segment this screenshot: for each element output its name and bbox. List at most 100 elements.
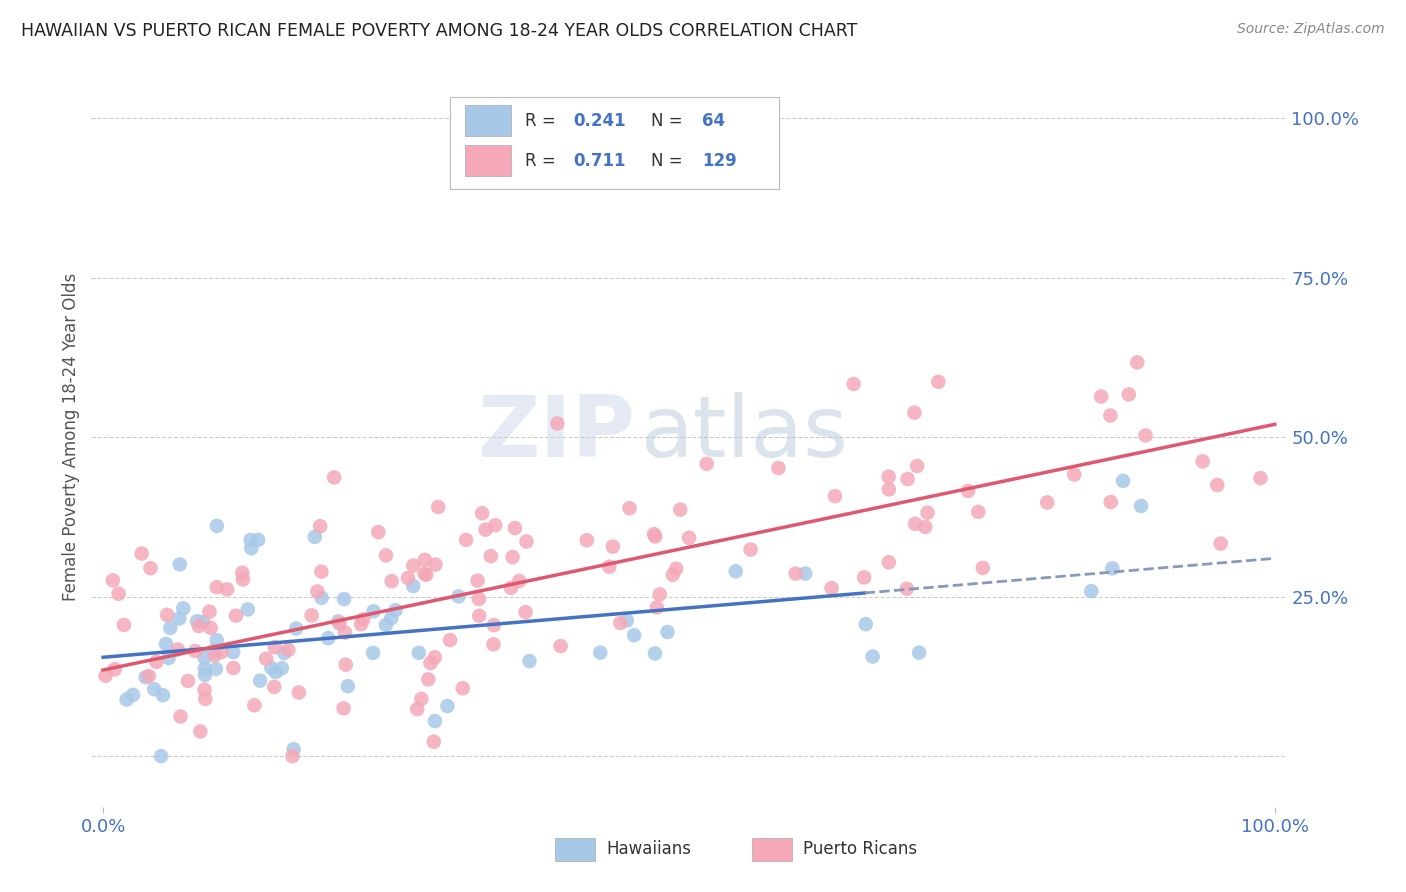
- Point: [381, 574, 404, 588]
- Point: [1112, 474, 1135, 488]
- Point: [862, 649, 884, 664]
- Point: [972, 561, 994, 575]
- Point: [101, 574, 124, 588]
- Point: [384, 603, 406, 617]
- Point: [316, 631, 339, 645]
- Text: atlas: atlas: [641, 392, 849, 475]
- Point: [159, 621, 181, 635]
- Point: [311, 591, 333, 605]
- Point: [1191, 454, 1213, 468]
- Point: [122, 688, 145, 702]
- Point: [1135, 428, 1157, 442]
- Point: [471, 506, 494, 520]
- Point: [644, 529, 666, 543]
- Point: [1209, 536, 1232, 550]
- Point: [104, 662, 127, 676]
- Point: [927, 375, 949, 389]
- Point: [194, 668, 217, 682]
- Point: [508, 574, 530, 588]
- Point: [143, 682, 166, 697]
- Point: [232, 573, 254, 587]
- Point: [112, 618, 135, 632]
- Point: [352, 612, 374, 626]
- Point: [236, 602, 259, 616]
- Point: [374, 618, 396, 632]
- Point: [415, 567, 437, 582]
- Point: [177, 673, 200, 688]
- Point: [908, 646, 931, 660]
- Point: [484, 518, 506, 533]
- Point: [172, 601, 194, 615]
- Point: [853, 570, 876, 584]
- Point: [205, 519, 228, 533]
- Point: [678, 531, 700, 545]
- Point: [482, 618, 505, 632]
- Point: [644, 647, 666, 661]
- Point: [427, 500, 450, 514]
- Point: [468, 608, 491, 623]
- Point: [204, 648, 226, 663]
- Point: [138, 669, 160, 683]
- Point: [425, 558, 447, 572]
- Point: [413, 553, 436, 567]
- Point: [669, 502, 692, 516]
- Point: [877, 555, 900, 569]
- Point: [896, 582, 918, 596]
- Point: [619, 501, 641, 516]
- Text: ZIP: ZIP: [478, 392, 636, 475]
- Point: [905, 458, 928, 473]
- Point: [188, 724, 211, 739]
- Point: [820, 581, 842, 595]
- Point: [1099, 495, 1122, 509]
- Point: [546, 417, 568, 431]
- Point: [277, 643, 299, 657]
- Point: [309, 519, 332, 533]
- Point: [423, 714, 446, 728]
- Point: [768, 461, 790, 475]
- Point: [198, 605, 221, 619]
- Point: [328, 616, 350, 631]
- Point: [155, 637, 177, 651]
- Point: [451, 681, 474, 696]
- Point: [254, 651, 277, 665]
- Point: [1101, 561, 1123, 575]
- Point: [350, 617, 373, 632]
- Point: [205, 580, 228, 594]
- Point: [273, 646, 295, 660]
- FancyBboxPatch shape: [465, 145, 510, 177]
- Point: [200, 621, 222, 635]
- Point: [380, 611, 402, 625]
- Point: [643, 527, 665, 541]
- Point: [193, 682, 215, 697]
- Point: [205, 662, 228, 676]
- Point: [956, 483, 979, 498]
- Point: [499, 581, 522, 595]
- Point: [467, 574, 489, 588]
- Point: [374, 549, 396, 563]
- Point: [550, 639, 572, 653]
- Point: [474, 523, 496, 537]
- Point: [135, 670, 157, 684]
- Point: [131, 547, 153, 561]
- Text: R =: R =: [526, 112, 561, 130]
- Point: [418, 673, 440, 687]
- Point: [328, 615, 350, 629]
- Point: [661, 567, 683, 582]
- Point: [842, 376, 865, 391]
- Point: [264, 665, 287, 679]
- Text: Hawaiians: Hawaiians: [606, 840, 690, 858]
- Text: 0.241: 0.241: [574, 112, 626, 130]
- Point: [423, 734, 446, 748]
- Point: [402, 579, 425, 593]
- Point: [186, 614, 208, 628]
- Point: [333, 592, 356, 607]
- Point: [423, 650, 446, 665]
- Point: [1090, 390, 1112, 404]
- Point: [239, 533, 262, 547]
- Text: 64: 64: [702, 112, 725, 130]
- Point: [502, 550, 524, 565]
- Point: [589, 646, 612, 660]
- Point: [307, 584, 329, 599]
- Point: [479, 549, 502, 563]
- Point: [1250, 471, 1272, 485]
